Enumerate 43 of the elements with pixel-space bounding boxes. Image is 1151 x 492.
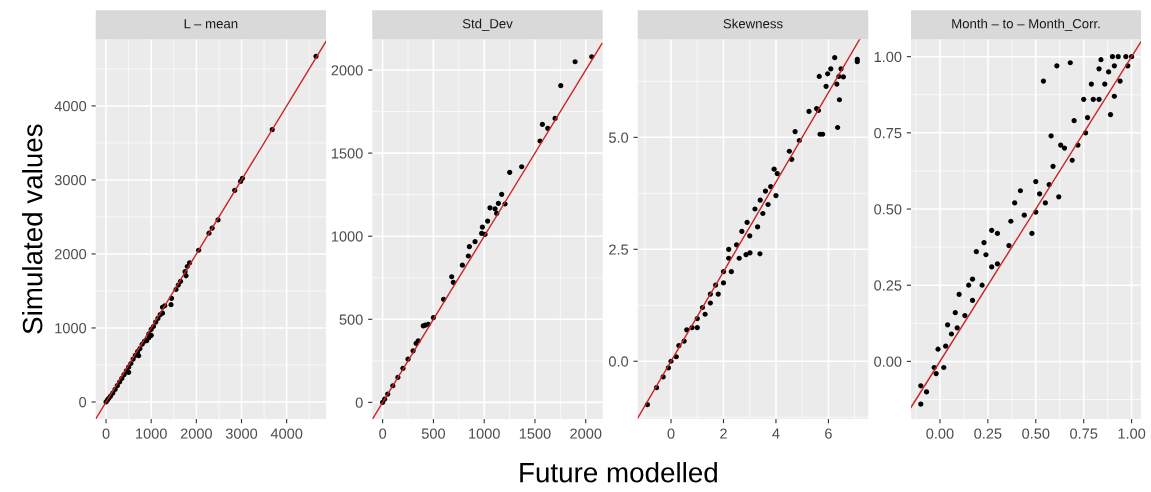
x-tick-label: 1000 xyxy=(469,428,500,439)
y-tick-label: 0.25 xyxy=(874,280,902,291)
y-tick-label: 1000 xyxy=(331,231,363,242)
chart-title: Month – to – Month_Corr. xyxy=(952,18,1100,31)
x-tick-label: 0 xyxy=(102,428,110,439)
x-tick-label: 2000 xyxy=(180,428,213,439)
x-tick-label: 6 xyxy=(825,428,832,439)
y-tick-label: 3000 xyxy=(54,175,87,186)
y-tick-label: 500 xyxy=(339,314,363,325)
y-tick-label: 1000 xyxy=(55,323,87,334)
chart-title: L – mean xyxy=(184,19,238,29)
y-tick-label: 0.00 xyxy=(874,356,902,367)
y-tick-label: 0 xyxy=(79,397,87,408)
x-tick-label: 1.00 xyxy=(1118,428,1146,439)
x-tick-label: 2000 xyxy=(570,428,602,439)
y-tick-label: 0 xyxy=(355,397,363,408)
y-tick-label: 0.50 xyxy=(874,204,902,215)
y-tick-label: 0.75 xyxy=(874,127,902,139)
x-tick-label: 0.50 xyxy=(1022,428,1050,439)
x-tick-label: 0 xyxy=(379,428,387,439)
y-tick-label: 4000 xyxy=(54,101,87,112)
y-tick-label: 0.0 xyxy=(608,356,629,367)
y-tick-label: 1500 xyxy=(331,148,363,159)
x-tick-label: 0.00 xyxy=(926,428,954,439)
y-axis-title: Simulated values xyxy=(22,124,43,334)
y-tick-label: 1.00 xyxy=(874,51,902,63)
y-tick-label: 2000 xyxy=(331,65,363,76)
y-tick-label: 2.5 xyxy=(609,244,629,255)
x-tick-label: 4000 xyxy=(270,428,303,439)
x-axis-title: Future modelled xyxy=(520,462,717,483)
x-tick-label: 1000 xyxy=(136,428,167,439)
x-tick-label: 3000 xyxy=(225,428,258,439)
x-tick-label: 2 xyxy=(720,428,727,439)
chart-title: Skewness xyxy=(723,18,783,29)
y-tick-label: 5.0 xyxy=(608,132,629,143)
x-tick-label: 500 xyxy=(421,428,446,439)
x-tick-label: 0.75 xyxy=(1070,428,1098,439)
chart-title: Std_Dev xyxy=(462,18,513,31)
x-tick-label: 1500 xyxy=(519,428,551,439)
y-tick-label: 2000 xyxy=(54,249,87,260)
x-tick-label: 0.25 xyxy=(974,428,1002,439)
x-tick-label: 0 xyxy=(667,428,675,439)
x-tick-label: 4 xyxy=(772,428,780,439)
